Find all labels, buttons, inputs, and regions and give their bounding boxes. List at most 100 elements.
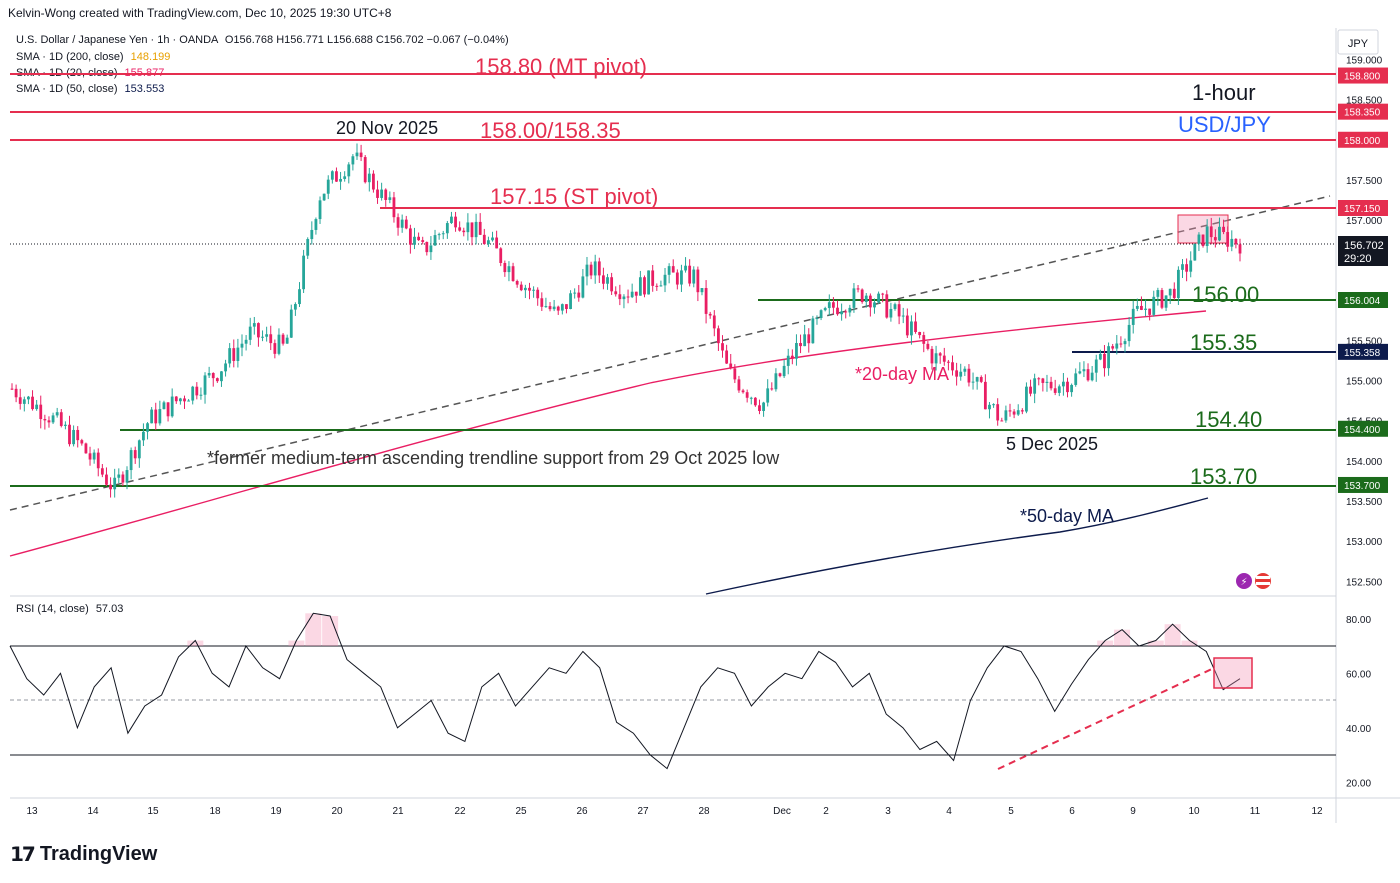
candle bbox=[860, 289, 864, 302]
legend-rsi[interactable]: RSI (14, close) 57.03 bbox=[16, 603, 123, 615]
price-tag[interactable] bbox=[1338, 420, 1388, 437]
candle bbox=[343, 176, 347, 179]
candle bbox=[72, 429, 76, 445]
sma50-label: SMA · 1D (50, close) bbox=[16, 83, 118, 95]
pair-label: USD/JPY bbox=[1178, 112, 1271, 137]
candle bbox=[680, 270, 683, 285]
date-tick-label: Dec bbox=[773, 806, 791, 817]
price-tag[interactable] bbox=[1338, 292, 1388, 308]
date-tick-label: 10 bbox=[1188, 806, 1200, 817]
former-trendline[interactable] bbox=[9, 195, 1331, 511]
candle bbox=[195, 386, 199, 396]
candle bbox=[380, 189, 384, 198]
zone-label: 158.00/158.35 bbox=[480, 118, 621, 143]
candle bbox=[811, 318, 815, 344]
candle bbox=[540, 298, 544, 307]
candle bbox=[712, 315, 716, 329]
rsi-overbought-fill bbox=[1097, 640, 1114, 646]
price-tag[interactable] bbox=[1338, 131, 1388, 148]
chart-credit: Kelvin-Wong created with TradingView.com… bbox=[8, 6, 392, 20]
tradingview-logo[interactable]: 𝟭𝟳 TradingView bbox=[10, 842, 157, 867]
candle bbox=[1025, 386, 1028, 412]
candle bbox=[840, 311, 844, 315]
candle bbox=[1033, 378, 1037, 394]
candle bbox=[466, 222, 470, 233]
candle bbox=[240, 343, 244, 348]
candle bbox=[1205, 226, 1209, 247]
candle bbox=[63, 424, 67, 426]
candle bbox=[815, 318, 819, 320]
candle bbox=[602, 275, 605, 284]
candle bbox=[109, 484, 112, 490]
candle bbox=[43, 419, 47, 421]
candle bbox=[1098, 353, 1102, 360]
candle bbox=[421, 240, 425, 242]
candle bbox=[84, 443, 88, 454]
candle bbox=[39, 404, 43, 420]
candle bbox=[51, 415, 55, 423]
candle bbox=[1057, 386, 1061, 393]
rsi-tick-label: 60.00 bbox=[1346, 669, 1371, 680]
price-tag[interactable] bbox=[1338, 103, 1388, 120]
price-tag[interactable] bbox=[1338, 67, 1388, 84]
candle bbox=[335, 171, 338, 182]
symbol-label: U.S. Dollar / Japanese Yen · 1h · OANDA bbox=[16, 34, 218, 46]
candle bbox=[1004, 410, 1008, 421]
candle bbox=[926, 343, 930, 349]
candle bbox=[1181, 264, 1184, 270]
candle bbox=[565, 304, 568, 309]
candle bbox=[918, 332, 922, 336]
date-tick-label: 27 bbox=[637, 806, 649, 817]
candle bbox=[823, 308, 827, 311]
candle bbox=[137, 440, 141, 459]
price-tag[interactable] bbox=[1338, 343, 1388, 360]
candle bbox=[96, 452, 100, 469]
candle bbox=[1185, 264, 1189, 272]
candle bbox=[1020, 410, 1024, 412]
candle bbox=[1135, 305, 1139, 309]
candle bbox=[347, 164, 351, 177]
candle bbox=[569, 293, 572, 309]
rsi-line bbox=[9, 612, 1241, 770]
legend-sma200[interactable]: SMA · 1D (200, close) 148.199 bbox=[16, 51, 170, 63]
timeframe-label: 1-hour bbox=[1192, 80, 1256, 105]
candle bbox=[359, 152, 363, 158]
candle bbox=[1230, 238, 1234, 247]
us-flag-icon[interactable] bbox=[1255, 573, 1271, 589]
candle bbox=[363, 157, 367, 183]
candle bbox=[836, 307, 839, 315]
price-tick-label: 152.500 bbox=[1346, 577, 1383, 588]
legend-sma50[interactable]: SMA · 1D (50, close) 153.553 bbox=[16, 83, 164, 95]
currency-label: JPY bbox=[1348, 38, 1369, 50]
currency-button[interactable] bbox=[1337, 29, 1379, 55]
candle bbox=[232, 348, 236, 361]
candle bbox=[318, 200, 322, 220]
candle bbox=[889, 308, 893, 318]
candle bbox=[133, 450, 137, 459]
candle bbox=[762, 402, 765, 412]
candle bbox=[585, 264, 589, 277]
candle bbox=[117, 474, 121, 478]
price-tag[interactable] bbox=[1338, 200, 1388, 216]
rsi-label: RSI (14, close) bbox=[16, 603, 89, 615]
rsi-highlight-box[interactable] bbox=[1213, 657, 1253, 689]
sma200-label: SMA · 1D (200, close) bbox=[16, 51, 124, 63]
rsi-ascending-trendline[interactable] bbox=[997, 667, 1215, 770]
candle bbox=[413, 236, 416, 245]
candle bbox=[511, 266, 515, 282]
candle bbox=[59, 412, 63, 426]
candle bbox=[154, 409, 158, 424]
tradingview-mark-icon: 𝟭𝟳 bbox=[10, 844, 36, 866]
candle bbox=[528, 287, 531, 291]
candle bbox=[819, 310, 823, 319]
candle bbox=[885, 294, 889, 318]
candle bbox=[721, 343, 724, 351]
candle bbox=[306, 239, 310, 256]
candle bbox=[873, 302, 876, 308]
candle bbox=[1012, 411, 1016, 415]
lightning-icon[interactable] bbox=[1236, 573, 1252, 589]
st-pivot-label: 157.15 (ST pivot) bbox=[490, 184, 658, 209]
date-tick-label: 9 bbox=[1130, 806, 1136, 817]
price-tag[interactable] bbox=[1338, 476, 1388, 493]
